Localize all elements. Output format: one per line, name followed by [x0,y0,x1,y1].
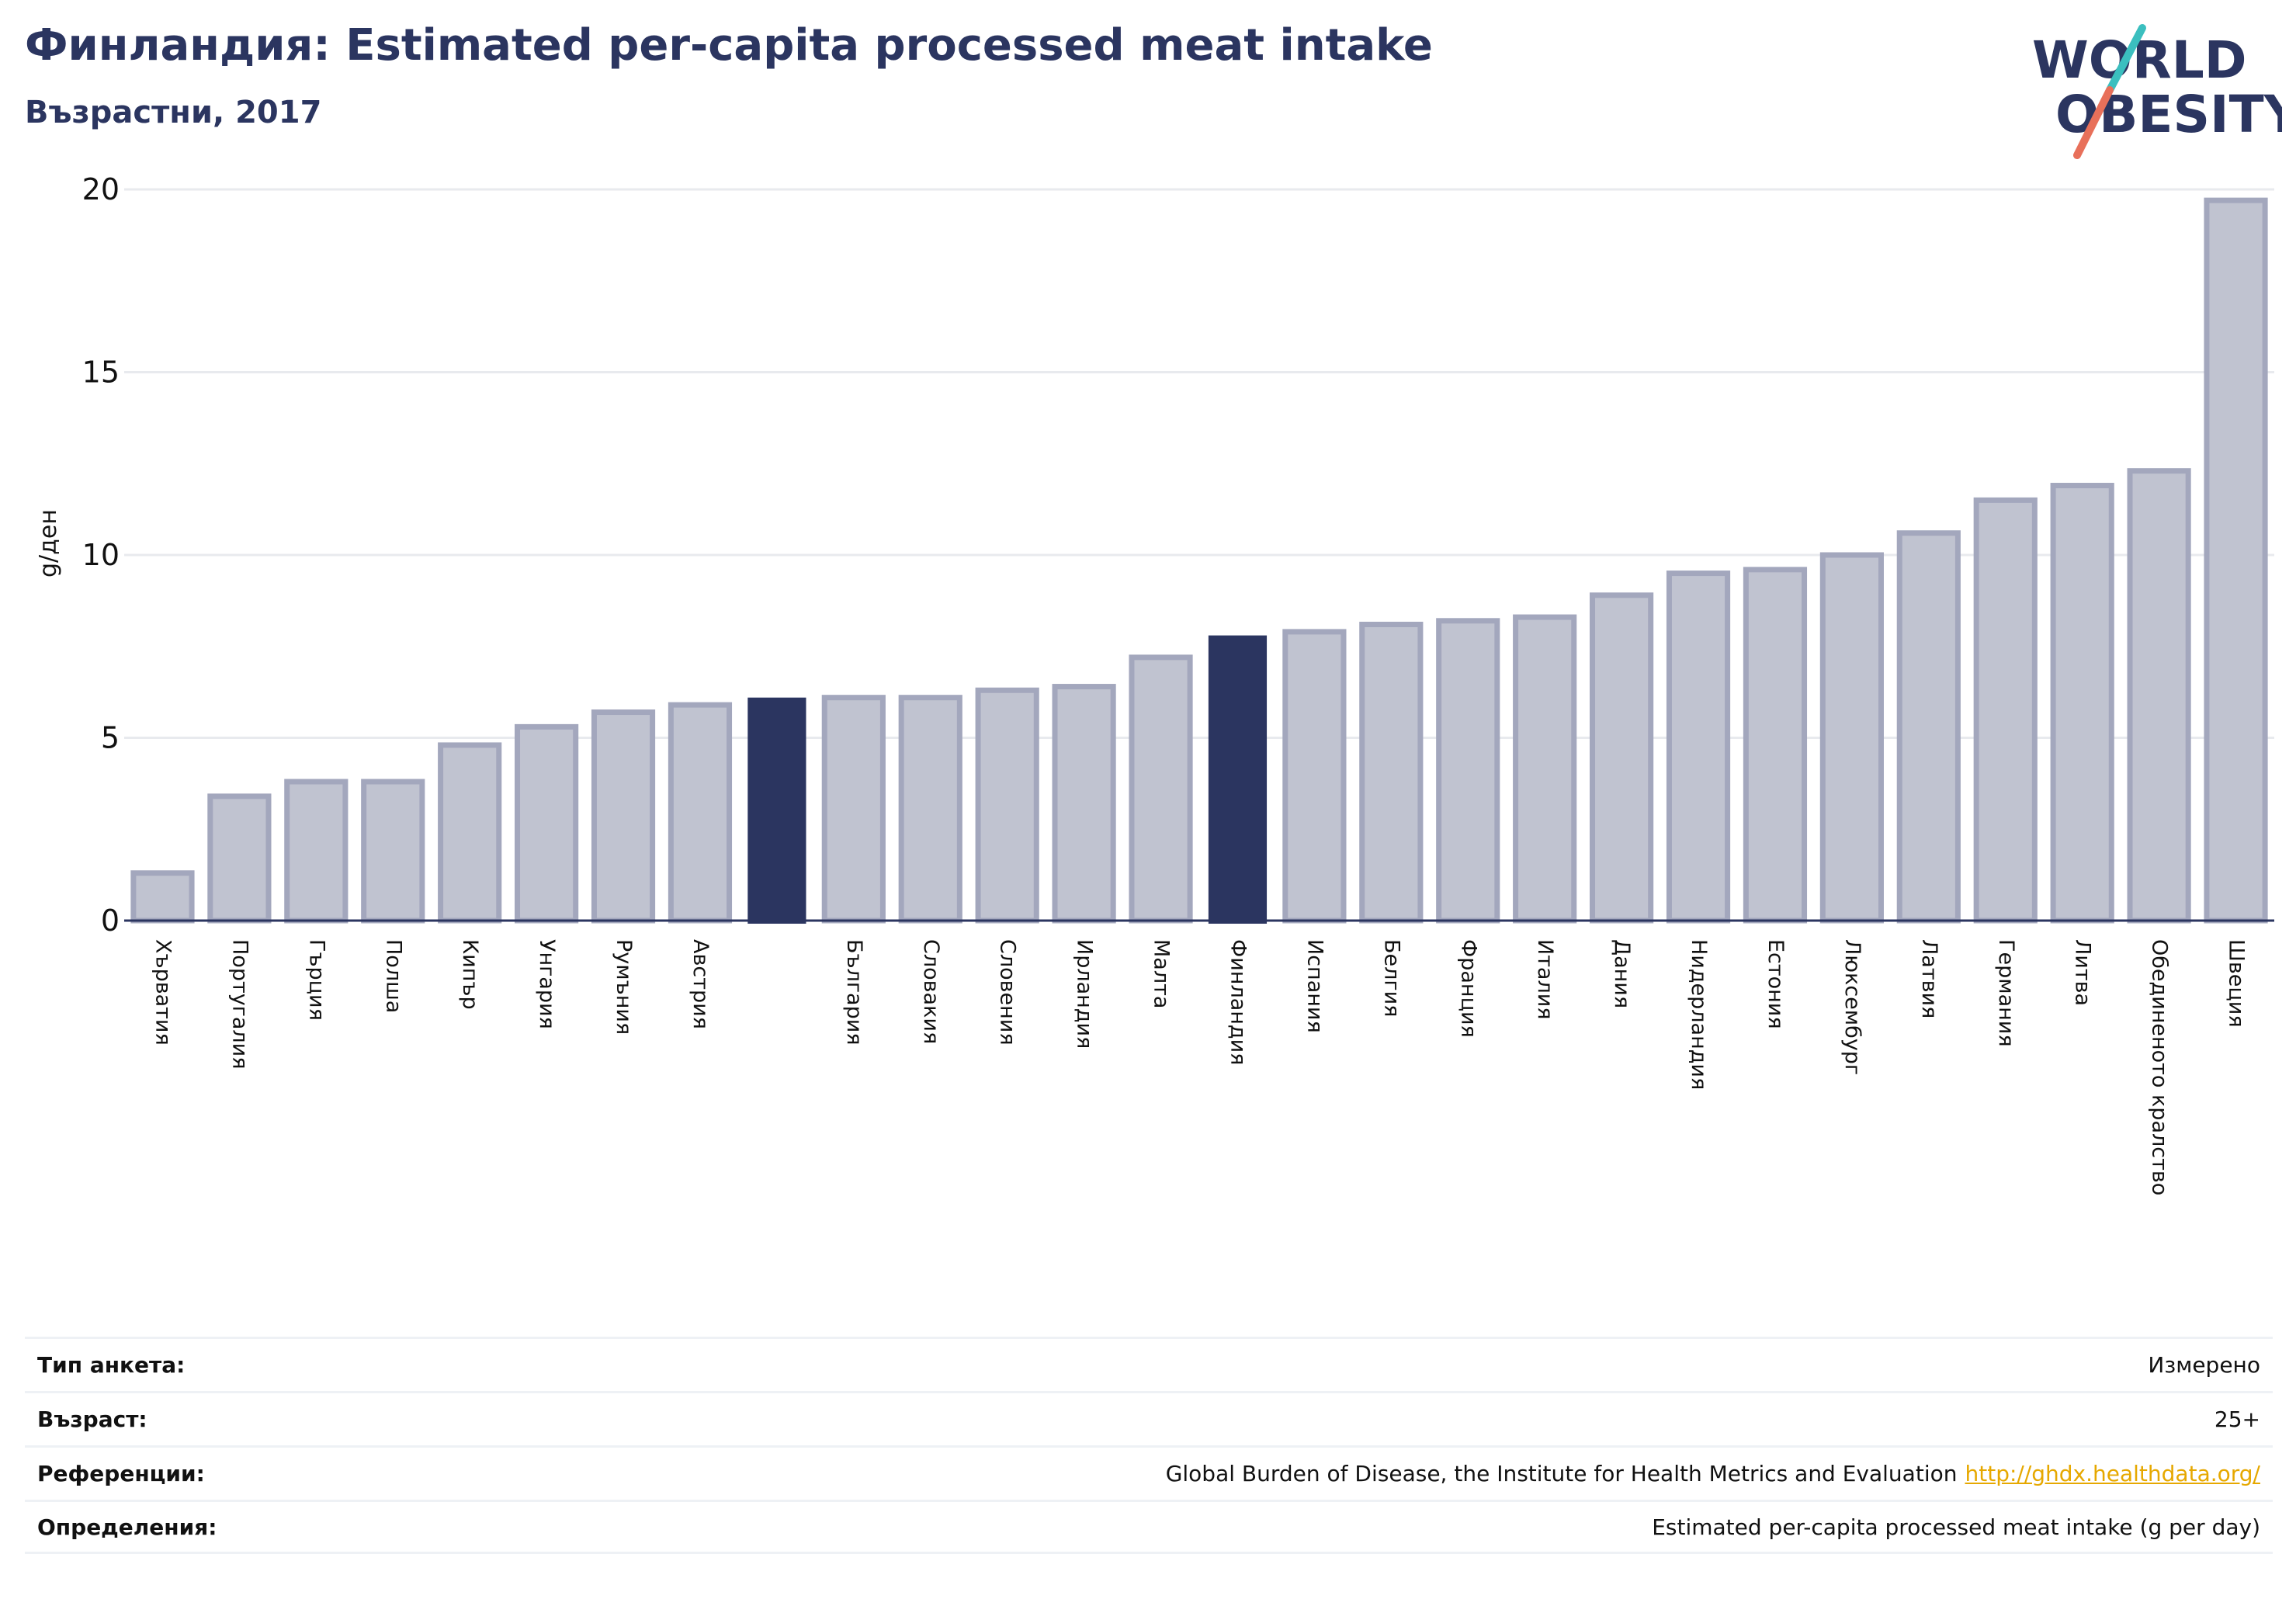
x-tick-label: Люксембург [1840,939,1864,1075]
bar [1743,567,1808,924]
reference-link[interactable]: http://ghdx.healthdata.org/ [1965,1461,2260,1486]
x-tick-label: Гърция [304,939,328,1021]
x-tick-label: Хърватия [151,939,175,1046]
x-tick-label: Румъния [612,939,636,1035]
x-tick-label: Швеция [2225,939,2249,1028]
info-value: Измерено [2148,1352,2260,1378]
info-row-references: Референции: Global Burden of Disease, th… [25,1445,2273,1500]
bar [284,779,349,924]
x-tick-label: Малта [1150,939,1174,1008]
bar [438,742,502,924]
bar [2050,483,2114,924]
bar [1129,654,1193,924]
x-tick-label: Унгария [535,939,559,1029]
info-table: Тип анкета: Измерено Възраст: 25+ Рефере… [25,1337,2273,1554]
info-label: Тип анкета: [37,1352,186,1378]
x-tick-label: Испания [1302,939,1327,1033]
x-tick-label: Естония [1764,939,1788,1029]
labels-layer: 0 5 10 15 20 Хърватия Португалия Гърция Полша Кип… [82,172,2249,1195]
x-tick-label: Финландия [1226,939,1250,1065]
x-tick-label: Италия [1533,939,1557,1020]
x-tick-label: Германия [1994,939,2018,1047]
chart-title: Финландия: Estimated per-capita processe… [25,20,1433,71]
bars-layer [130,197,2268,924]
bar [898,695,962,924]
info-label: Определения: [37,1514,217,1540]
bar [1973,497,2038,924]
x-tick-label: Латвия [1917,939,1941,1018]
bar-chart: 0 5 10 15 20 Хърватия Португалия Гърция Полша Кип… [35,172,2274,1195]
bar [591,709,656,924]
reference-text: Global Burden of Disease, the Institute … [1165,1461,1958,1486]
world-obesity-logo: WORLD OBESITY [2032,24,2282,159]
info-row-survey-type: Тип анкета: Измерено [25,1337,2273,1391]
bar [1896,530,1961,924]
bar [1666,571,1731,924]
info-value: Estimated per-capita processed meat inta… [1652,1514,2260,1540]
chart-subtitle: Възрастни, 2017 [25,95,322,130]
x-tick-label: Дания [1610,939,1634,1008]
bar [2204,197,2268,924]
x-tick-label: Литва [2071,939,2095,1006]
bar [130,870,195,924]
bar [515,723,579,924]
x-tick-label: Ирландия [1073,939,1097,1049]
x-tick-label: Обединеното кралство [2148,939,2172,1195]
info-label: Възраст: [37,1406,147,1432]
bar [1590,592,1654,924]
x-tick-label: Полша [381,939,405,1013]
logo-slash-bottom [2073,86,2114,159]
info-value: 25+ [2214,1406,2260,1432]
x-tick-label: Австрия [688,939,713,1029]
y-tick-label: 0 [101,904,120,938]
y-tick-label: 10 [82,538,120,572]
y-tick-label: 5 [101,721,120,755]
bar [1282,629,1347,924]
x-tick-label: Словакия [919,939,943,1044]
bar [1513,614,1577,924]
x-tick-label: Словения [996,939,1020,1046]
bar [668,702,733,924]
info-label: Референции: [37,1461,205,1486]
bar-highlighted [747,697,806,924]
x-tick-label: Франция [1456,939,1480,1038]
x-tick-label: Португалия [227,939,251,1069]
info-value: Global Burden of Disease, the Institute … [1166,1461,2260,1486]
x-tick-label: Кипър [458,939,482,1010]
logo-slash-top [2106,24,2146,94]
bar [1052,684,1116,924]
bar [2127,468,2191,924]
x-tick-label: Нидерландия [1687,939,1711,1090]
x-tick-label: България [842,939,866,1046]
x-tick-label: Белгия [1379,939,1403,1017]
bar [207,793,272,924]
y-tick-label: 20 [82,172,120,206]
bar-highlighted [1208,635,1268,924]
info-row-definitions: Определения: Estimated per-capita proces… [25,1500,2273,1554]
y-axis-label: g/ден [35,509,62,578]
bar [821,695,886,924]
info-row-age: Възраст: 25+ [25,1391,2273,1445]
bar [1436,618,1500,924]
bar [361,779,425,924]
y-tick-label: 15 [82,356,120,390]
bar [975,687,1039,924]
bar [1819,552,1884,924]
bar [1359,621,1424,924]
